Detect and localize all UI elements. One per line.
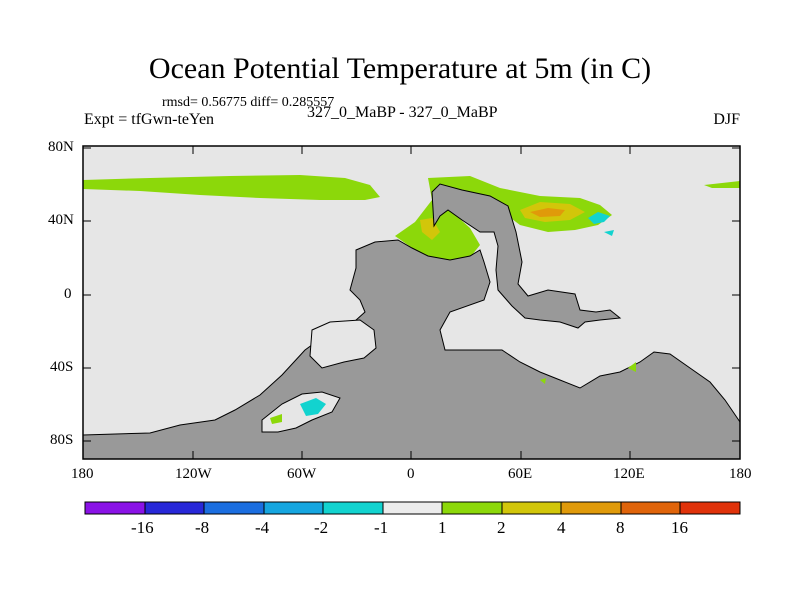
colorbar-label-6: 2 [497, 518, 506, 537]
anomaly-cool-east [588, 212, 610, 224]
lon-label-0: 0 [407, 466, 415, 482]
anomaly-cool-east-small [604, 230, 614, 236]
lat-label-0: 0 [64, 286, 72, 302]
lat-label-40n: 40N [48, 212, 74, 228]
anomaly-coast-green [628, 362, 636, 372]
anomaly-east-patch [704, 181, 740, 188]
colorbar-swatch-2 [203, 501, 265, 515]
colorbar-swatch-0 [84, 501, 146, 515]
plot-title: Ocean Potential Temperature at 5m (in C) [148, 52, 652, 85]
colorbar-swatch-3 [263, 501, 324, 515]
season-label: DJF [713, 111, 740, 128]
comparison-label: 327_0_MaBP - 327_0_MaBP [307, 104, 498, 121]
anomaly-north-band [83, 175, 380, 200]
lon-label-180w: 180 [71, 466, 94, 482]
colorbar-swatch-8 [560, 501, 622, 515]
lat-label-80n: 80N [48, 139, 74, 155]
lon-label-60e: 60E [508, 466, 533, 482]
stats-text: rmsd= 0.56775 diff= 0.285557 [162, 95, 335, 110]
colorbar [84, 501, 741, 515]
colorbar-swatch-10 [679, 501, 741, 515]
colorbar-swatch-9 [620, 501, 681, 515]
lon-label-60w: 60W [287, 466, 317, 482]
colorbar-label-0: -16 [131, 518, 154, 537]
ocean-cutout-atlantic [309, 319, 377, 369]
experiment-label: Expt = tfGwn-teYen [84, 111, 215, 128]
colorbar-label-1: -8 [195, 518, 210, 537]
colorbar-label-4: -1 [374, 518, 389, 537]
anomaly-hot-core [530, 208, 565, 217]
colorbar-swatch-1 [144, 501, 205, 515]
colorbar-label-9: 16 [671, 518, 688, 537]
colorbar-label-5: 1 [438, 518, 447, 537]
colorbar-label-7: 4 [557, 518, 566, 537]
anomaly-south-green [270, 414, 282, 424]
colorbar-label-8: 8 [616, 518, 625, 537]
colorbar-swatch-7 [501, 501, 562, 515]
colorbar-label-2: -4 [255, 518, 270, 537]
lat-label-80s: 80S [50, 432, 74, 448]
colorbar-swatch-5 [382, 501, 443, 515]
lon-label-120w: 120W [175, 466, 212, 482]
lat-label-40s: 40S [50, 359, 74, 375]
anomaly-coast-green-2 [540, 378, 546, 384]
colorbar-swatch-4 [322, 501, 384, 515]
colorbar-label-3: -2 [314, 518, 329, 537]
lon-label-180e: 180 [729, 466, 752, 482]
land-north [431, 183, 622, 329]
colorbar-swatch-6 [441, 501, 503, 515]
lon-label-120e: 120E [613, 466, 645, 482]
anomaly-south-patch [300, 398, 326, 416]
